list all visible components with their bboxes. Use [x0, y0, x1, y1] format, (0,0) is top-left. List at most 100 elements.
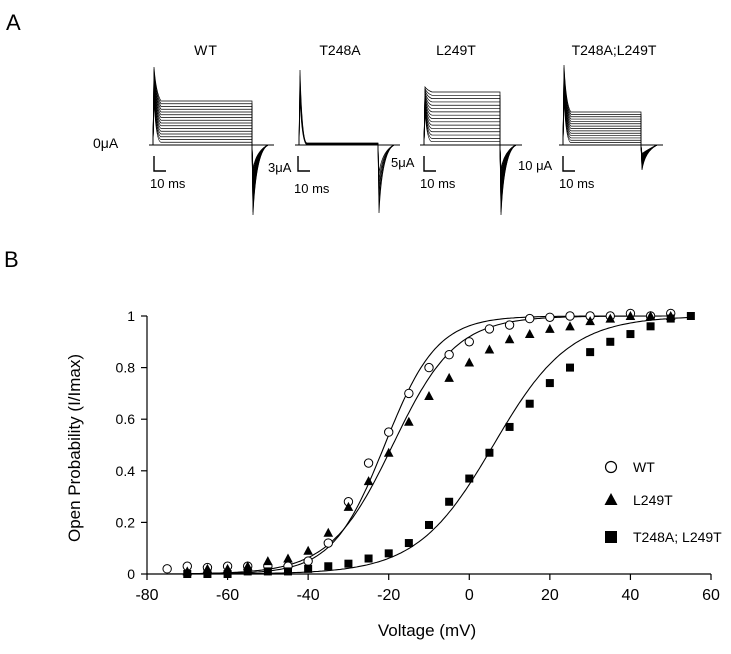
x-tick-label: -80: [135, 587, 158, 604]
scale-time-l249t: 10 ms: [420, 176, 456, 191]
y-tick-label: 0.4: [116, 463, 136, 479]
data-point-t248a-l249t: [465, 475, 473, 483]
panel-a-letter: A: [6, 10, 21, 35]
data-point-l249t: [303, 546, 313, 555]
scale-bar-t248a: [298, 156, 310, 171]
trace-title-t248a-l249t: T248A;L249T: [572, 42, 657, 58]
data-point-wt: [304, 557, 312, 565]
data-point-wt: [385, 428, 393, 436]
x-tick-label: 20: [541, 587, 559, 604]
y-tick-label: 0: [127, 566, 135, 582]
x-tick-label: 40: [622, 587, 640, 604]
data-point-t248a-l249t: [425, 521, 433, 529]
current-trace: [420, 87, 522, 215]
data-point-t248a-l249t: [626, 330, 634, 338]
trace-family-t248a-l249t: [559, 65, 663, 170]
x-axis-label: Voltage (mV): [378, 621, 476, 640]
zero-current-label: 0μA: [93, 135, 119, 151]
legend-label-wt: WT: [633, 459, 655, 475]
chart-legend: WT L249T T248A; L249T: [605, 459, 723, 545]
fit-curve-1: [187, 316, 670, 574]
data-point-l249t: [364, 476, 374, 485]
data-point-wt: [566, 312, 574, 320]
x-tick-label: -60: [216, 587, 239, 604]
current-trace: [559, 65, 663, 170]
data-point-wt: [485, 325, 493, 333]
current-trace: [295, 81, 400, 197]
current-trace: [420, 105, 522, 181]
data-point-t248a-l249t: [506, 423, 514, 431]
current-trace: [559, 83, 663, 161]
data-point-t248a-l249t: [405, 539, 413, 547]
data-point-wt: [445, 351, 453, 359]
trace-title-wt: WT: [194, 42, 218, 58]
data-point-wt: [465, 338, 473, 346]
data-point-t248a-l249t: [264, 567, 272, 575]
scale-time-t248a-l249t: 10 ms: [559, 176, 595, 191]
data-point-l249t: [424, 391, 434, 400]
legend-label-t248a-l249t: T248A; L249T: [633, 529, 722, 545]
trace-title-t248a: T248A: [319, 42, 361, 58]
x-tick-label: 60: [702, 587, 720, 604]
data-point-t248a-l249t: [606, 338, 614, 346]
data-point-t248a-l249t: [667, 315, 675, 323]
trace-family-l249t: [420, 87, 522, 215]
trace-family-wt: [149, 67, 274, 215]
current-traces-panel: 0μA WT T248A L249T T248A;L249T 10 ms 3μA…: [93, 42, 663, 215]
data-point-t248a-l249t: [485, 449, 493, 457]
x-tick-label: -20: [377, 587, 400, 604]
data-point-wt: [163, 565, 171, 573]
data-point-wt: [526, 314, 534, 322]
data-point-t248a-l249t: [304, 565, 312, 573]
data-point-wt: [425, 363, 433, 371]
data-point-l249t: [545, 324, 555, 333]
current-trace: [559, 96, 663, 155]
data-point-wt: [405, 389, 413, 397]
y-axis-label: Open Probability (I/Imax): [65, 354, 84, 542]
legend-marker-wt: [606, 462, 617, 473]
data-point-t248a-l249t: [445, 498, 453, 506]
data-point-wt: [324, 539, 332, 547]
data-point-l249t: [323, 528, 333, 537]
scale-bar-wt: [154, 156, 166, 171]
data-point-wt: [546, 313, 554, 321]
figure: A 0μA WT T248A L249T T248A;L249T 10 ms 3…: [0, 0, 731, 654]
current-trace: [149, 96, 274, 176]
data-point-wt: [364, 459, 372, 467]
data-point-l249t: [565, 321, 575, 330]
legend-marker-t248a-l249t: [605, 531, 617, 543]
x-tick-label: 0: [465, 587, 474, 604]
y-tick-label: 0.6: [116, 411, 136, 427]
x-axis-ticks: -80 -60 -40 -20 0 20 40 60: [135, 574, 720, 604]
data-point-l249t: [485, 345, 495, 354]
data-point-l249t: [525, 329, 535, 338]
current-trace: [420, 90, 522, 209]
fit-curve-0: [167, 316, 671, 574]
current-trace: [420, 107, 522, 179]
current-trace: [295, 93, 400, 182]
scale-bar-l249t: [424, 156, 436, 171]
current-trace: [149, 100, 274, 169]
data-point-t248a-l249t: [324, 562, 332, 570]
open-probability-chart: 0 0.2 0.4 0.6 0.8 1 -80 -60 -40 -20 0 20 40 60 Volta…: [65, 308, 722, 640]
scale-current-l249t: 5μA: [391, 155, 415, 170]
data-point-t248a-l249t: [687, 312, 695, 320]
y-tick-label: 1: [127, 308, 135, 324]
data-point-l249t: [505, 334, 515, 343]
data-point-l249t: [444, 373, 454, 382]
panel-b-letter: B: [4, 247, 19, 272]
legend-marker-l249t: [605, 493, 618, 505]
current-trace: [149, 98, 274, 172]
scale-time-wt: 10 ms: [150, 176, 186, 191]
current-trace: [559, 86, 663, 160]
data-point-t248a-l249t: [224, 570, 232, 578]
y-axis-ticks: 0 0.2 0.4 0.6 0.8 1: [116, 308, 147, 582]
current-trace: [420, 89, 522, 212]
data-point-t248a-l249t: [546, 379, 554, 387]
data-point-t248a-l249t: [586, 348, 594, 356]
data-point-t248a-l249t: [203, 570, 211, 578]
data-point-l249t: [263, 556, 273, 565]
trace-title-l249t: L249T: [436, 42, 476, 58]
data-point-l249t: [384, 448, 394, 457]
y-tick-label: 0.2: [116, 514, 136, 530]
